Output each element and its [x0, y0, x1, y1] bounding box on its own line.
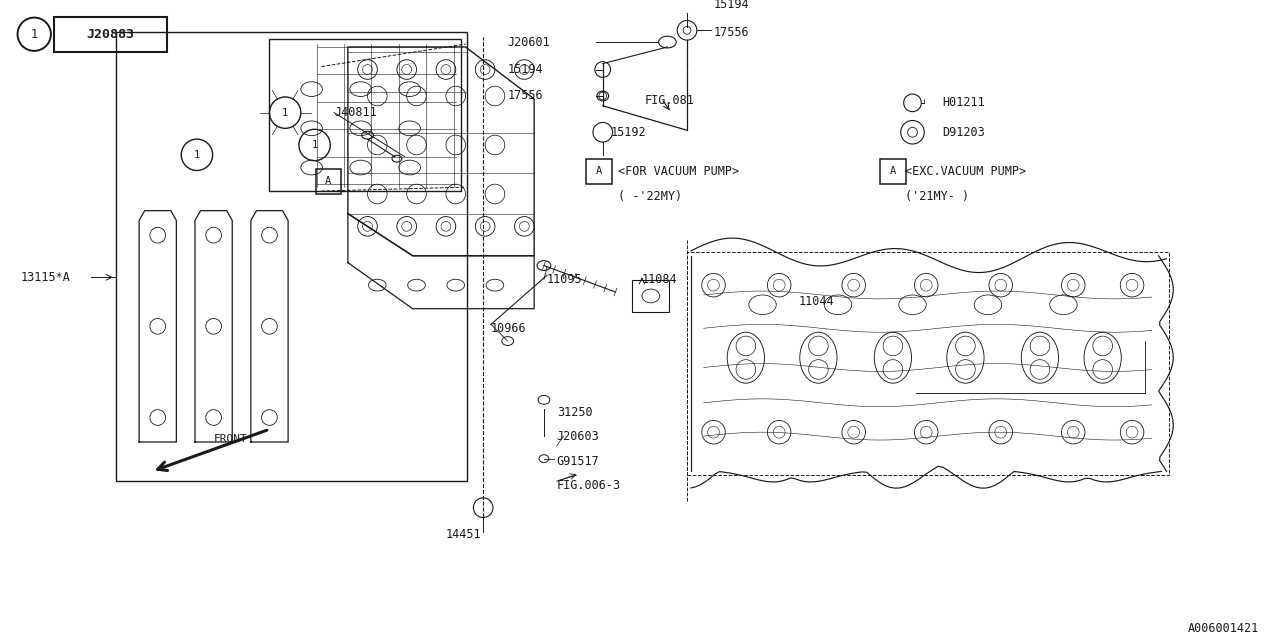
Text: A: A — [595, 166, 602, 177]
Text: 11095: 11095 — [547, 273, 582, 286]
Text: 15194: 15194 — [508, 63, 543, 76]
Text: 17556: 17556 — [713, 26, 749, 39]
Text: J40811: J40811 — [334, 106, 376, 119]
Bar — [115, 32, 466, 481]
Text: A: A — [890, 166, 896, 177]
Bar — [881, 159, 906, 184]
Text: 31250: 31250 — [557, 406, 593, 419]
Text: A: A — [325, 176, 332, 186]
Text: ( -'22MY): ( -'22MY) — [618, 191, 682, 204]
Text: FIG.081: FIG.081 — [645, 94, 695, 108]
Text: 17556: 17556 — [508, 90, 543, 102]
Text: J20601: J20601 — [508, 36, 550, 49]
Text: FRONT: FRONT — [214, 434, 247, 444]
Bar — [54, 17, 166, 52]
Bar — [632, 280, 669, 312]
Text: 15192: 15192 — [611, 125, 646, 139]
Text: J20883: J20883 — [86, 28, 134, 41]
Text: 14451: 14451 — [445, 527, 481, 541]
Text: 10966: 10966 — [492, 322, 526, 335]
Text: 11084: 11084 — [643, 273, 677, 286]
Text: G91517: G91517 — [557, 455, 599, 468]
Text: 1: 1 — [311, 140, 317, 150]
Text: 11044: 11044 — [799, 295, 835, 308]
Bar — [586, 159, 612, 184]
Text: A006001421: A006001421 — [1188, 621, 1260, 635]
Text: 1: 1 — [193, 150, 200, 160]
Text: 15194: 15194 — [713, 0, 749, 12]
Bar — [687, 252, 1170, 476]
Text: H01211: H01211 — [942, 97, 984, 109]
Text: J20603: J20603 — [557, 429, 599, 443]
Text: <FOR VACUUM PUMP>: <FOR VACUUM PUMP> — [618, 165, 740, 178]
Text: 13115*A: 13115*A — [20, 271, 70, 284]
Bar — [270, 39, 461, 191]
Text: 1: 1 — [282, 108, 288, 118]
Bar — [316, 168, 340, 194]
Text: D91203: D91203 — [942, 125, 984, 139]
Text: FIG.006-3: FIG.006-3 — [557, 479, 621, 492]
Text: ('21MY- ): ('21MY- ) — [905, 191, 969, 204]
Text: 1: 1 — [31, 28, 38, 41]
Text: <EXC.VACUUM PUMP>: <EXC.VACUUM PUMP> — [905, 165, 1025, 178]
